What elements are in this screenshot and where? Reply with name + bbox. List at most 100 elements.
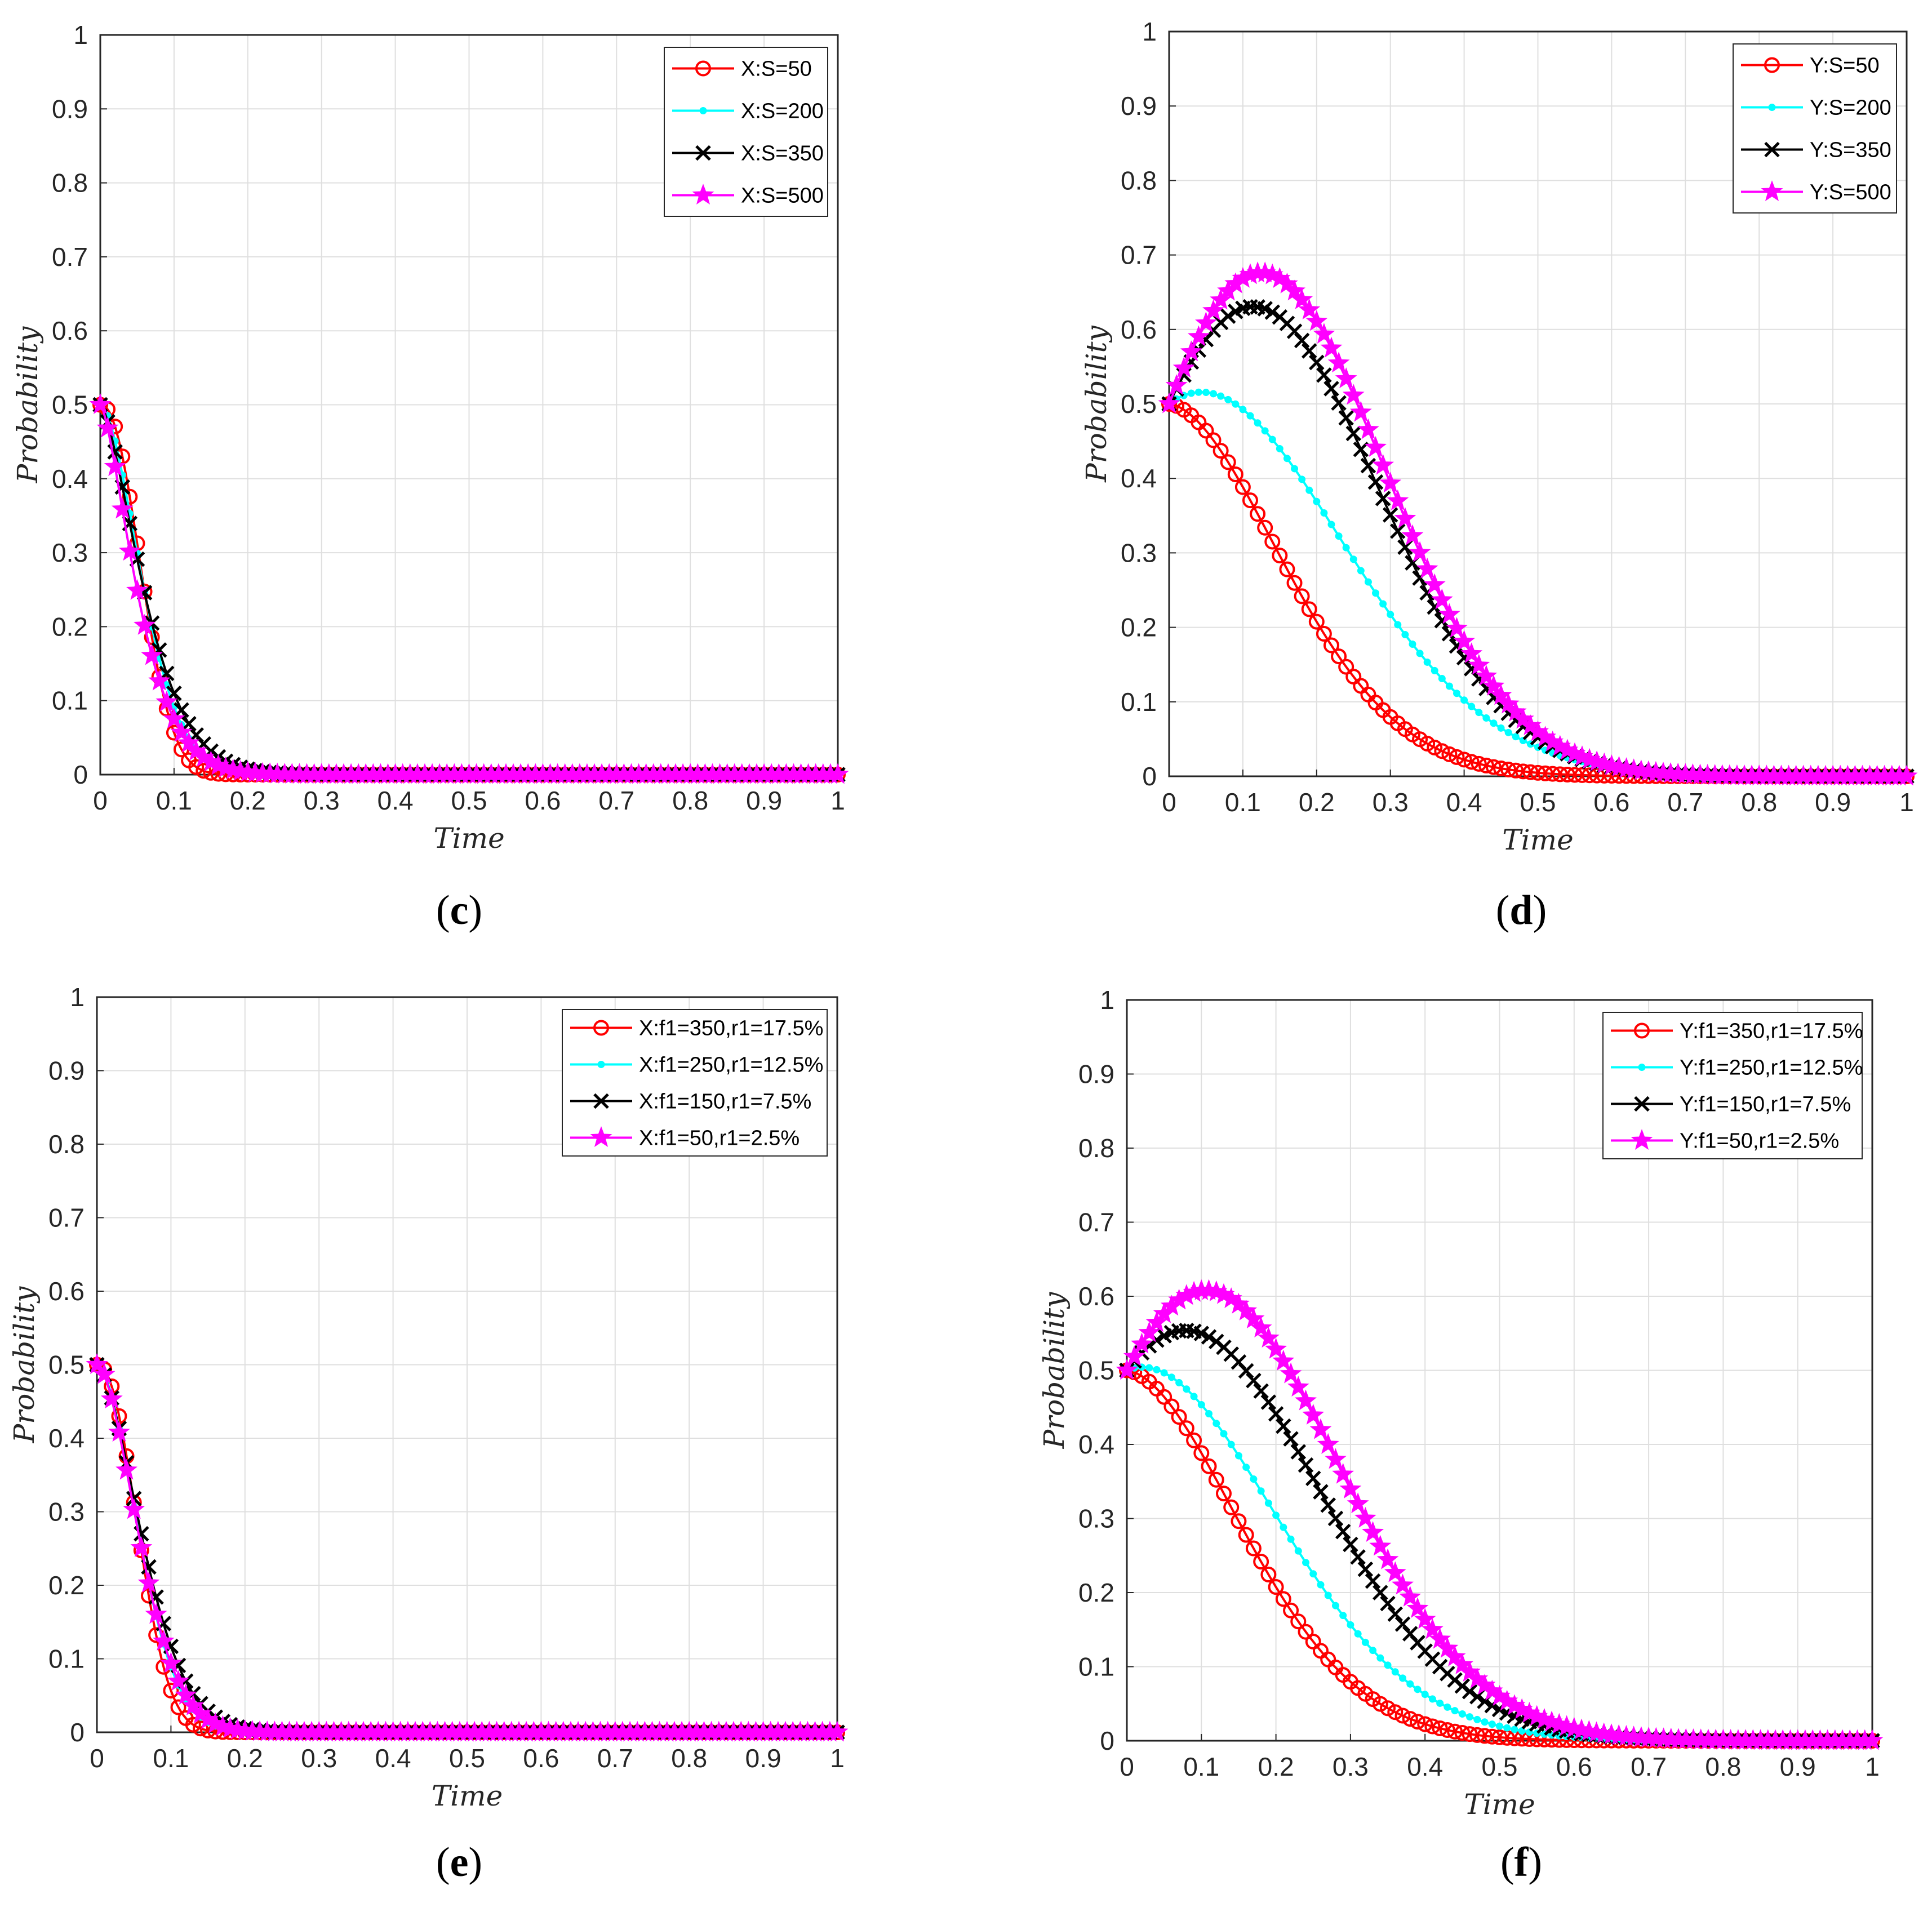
data-point — [1167, 1373, 1175, 1381]
data-point — [1360, 457, 1376, 474]
panel-caption: (d) — [1496, 887, 1547, 933]
y-tick-label: 0 — [1142, 762, 1157, 791]
data-point — [1250, 1317, 1272, 1338]
data-point — [1484, 1728, 1500, 1745]
data-point — [1316, 367, 1332, 383]
data-point — [163, 1683, 179, 1699]
data-point — [1387, 1704, 1404, 1720]
data-point — [1478, 757, 1494, 773]
data-point — [1357, 567, 1365, 575]
data-point — [1279, 561, 1295, 577]
data-point — [1350, 1549, 1366, 1565]
x-tick-label: 0.6 — [525, 786, 561, 815]
legend-label: X:f1=250,r1=12.5% — [639, 1053, 823, 1077]
data-point — [1231, 1513, 1247, 1529]
x-tick-label: 0.1 — [156, 786, 192, 815]
data-point — [1283, 1431, 1299, 1447]
data-point — [1335, 532, 1343, 540]
caption-paren: ( — [436, 1839, 450, 1886]
data-point — [1416, 557, 1438, 579]
data-point — [1301, 601, 1317, 617]
data-point — [1264, 533, 1281, 550]
data-point — [159, 1652, 182, 1673]
data-point — [1305, 310, 1328, 331]
data-point — [1320, 1497, 1336, 1513]
data-point — [1482, 714, 1490, 722]
legend-label: X:S=50 — [741, 57, 812, 81]
data-point — [1462, 1683, 1478, 1700]
x-tick-label: 0 — [1120, 1752, 1134, 1781]
legend-label: Y:f1=50,r1=2.5% — [1680, 1130, 1839, 1153]
y-axis-label: Probability — [8, 1286, 41, 1444]
y-tick-label: 1 — [73, 20, 88, 50]
data-point — [1298, 475, 1306, 483]
data-point — [1421, 1691, 1429, 1698]
data-point — [1291, 288, 1313, 309]
data-point — [1481, 1718, 1489, 1726]
data-point — [1331, 395, 1347, 411]
data-point — [1331, 1602, 1339, 1609]
data-point — [145, 1603, 167, 1624]
data-point — [1414, 1608, 1436, 1629]
legend-e: X:f1=350,r1=17.5% X:f1=250,r1=12.5% X:f1=1… — [562, 1009, 828, 1157]
data-point — [1335, 1523, 1351, 1540]
data-point — [1434, 743, 1450, 759]
data-point — [1338, 410, 1354, 426]
data-point — [1205, 432, 1222, 448]
data-point — [1424, 1718, 1441, 1735]
data-point — [1460, 696, 1468, 704]
x-tick-label: 1 — [1899, 788, 1914, 817]
data-point — [1323, 381, 1339, 397]
y-tick-label: 0.4 — [1078, 1430, 1114, 1459]
x-tick-label: 0.1 — [153, 1744, 189, 1773]
data-point — [1171, 1409, 1187, 1425]
data-point — [1295, 1389, 1317, 1411]
data-point — [1194, 388, 1202, 396]
legend-label: Y:f1=150,r1=7.5% — [1680, 1093, 1851, 1117]
data-point — [111, 497, 134, 519]
data-point — [1302, 1403, 1325, 1425]
y-tick-label: 0.4 — [1121, 464, 1157, 493]
y-tick-label: 1 — [70, 982, 85, 1012]
data-point — [1250, 1475, 1258, 1483]
y-tick-label: 0.9 — [52, 94, 88, 123]
data-point — [1401, 524, 1424, 545]
series-f-2 — [1119, 1322, 1880, 1749]
data-point — [1180, 340, 1202, 362]
y-tick-label: 0.1 — [1078, 1652, 1114, 1682]
data-point — [1223, 1499, 1240, 1515]
y-tick-label: 0.3 — [1078, 1504, 1114, 1533]
x-tick-label: 0.7 — [597, 1744, 633, 1773]
caption-letter: e — [450, 1839, 469, 1886]
data-point — [1272, 1511, 1280, 1519]
data-point — [1294, 588, 1310, 604]
data-point — [1367, 474, 1384, 490]
legend-marker — [590, 1126, 612, 1148]
data-point — [148, 669, 171, 691]
data-point — [1362, 1521, 1384, 1542]
y-tick-label: 0.8 — [1121, 166, 1157, 195]
x-tick-label: 0.7 — [1631, 1752, 1667, 1781]
data-point — [1320, 336, 1343, 358]
data-point — [1220, 454, 1236, 470]
legend-marker — [695, 60, 711, 77]
data-point — [1316, 626, 1332, 642]
data-point — [1895, 764, 1918, 786]
x-tick-label: 0.8 — [1741, 788, 1777, 817]
data-point — [1317, 1581, 1325, 1589]
x-tick-label: 0.4 — [1407, 1752, 1443, 1781]
legend-marker — [1631, 1129, 1653, 1150]
data-point — [1283, 279, 1305, 301]
data-point — [1294, 332, 1310, 349]
data-point — [1287, 1376, 1309, 1397]
data-point — [1343, 1536, 1358, 1553]
data-point — [1201, 1458, 1217, 1474]
data-point — [118, 540, 141, 561]
legend-label: Y:S=500 — [1810, 181, 1891, 204]
legend-marker — [1768, 104, 1776, 111]
data-point — [1186, 1432, 1202, 1448]
data-point — [1153, 1366, 1161, 1373]
data-point — [1165, 374, 1188, 395]
data-point — [1268, 435, 1276, 443]
